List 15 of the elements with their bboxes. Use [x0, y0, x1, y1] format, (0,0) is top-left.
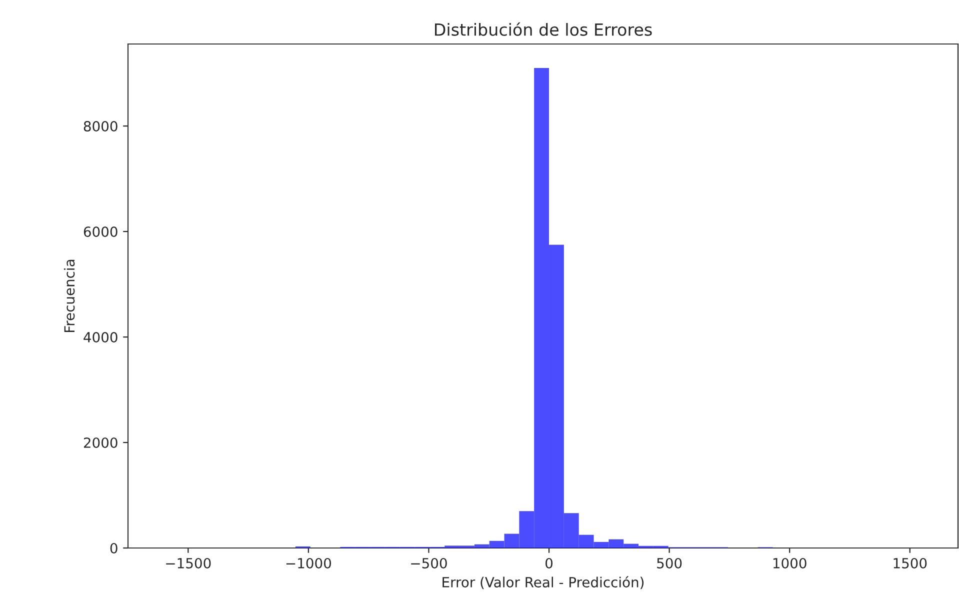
x-tick-label: 1000 — [773, 558, 806, 568]
x-tick-label: 1500 — [894, 558, 927, 568]
x-tick-label: −500 — [411, 558, 447, 568]
x-tick-label: 0 — [546, 558, 553, 568]
y-tick-label: 4000 — [84, 332, 118, 342]
x-axis-title: Error (Valor Real - Predicción) — [442, 576, 644, 590]
x-tick-label: −1000 — [286, 558, 332, 568]
x-tick-label: −1500 — [166, 558, 211, 568]
x-tick-label: 500 — [657, 558, 682, 568]
y-tick-label: 8000 — [84, 120, 118, 132]
y-tick-label: 6000 — [84, 226, 118, 237]
y-tick-label: 0 — [110, 542, 118, 554]
chart-title: Distribución de los Errores — [434, 22, 652, 36]
y-axis-title: Frecuencia — [64, 260, 75, 332]
y-tick-label: 2000 — [84, 437, 118, 448]
